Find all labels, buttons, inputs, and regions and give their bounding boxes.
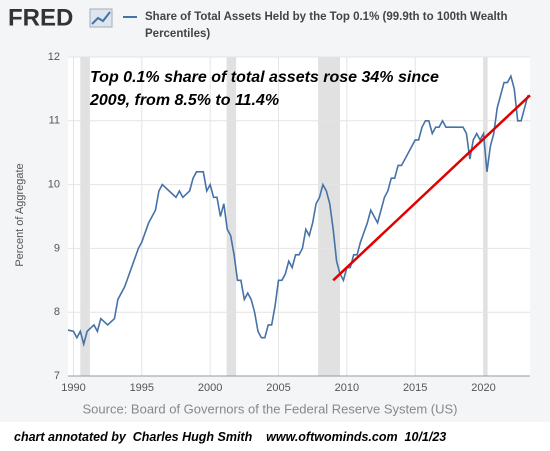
y-tick-label: 12 (48, 51, 60, 63)
footer: chart annotated by Charles Hugh Smith ww… (14, 430, 447, 444)
line-series (67, 73, 529, 348)
logo-icon (89, 8, 113, 28)
x-tick-label: 2000 (198, 382, 222, 394)
logo: FRED (8, 4, 73, 31)
y-tick-label: 7 (54, 370, 60, 382)
recession-band (80, 57, 90, 376)
recession-band (318, 57, 341, 376)
y-tick-label: 8 (54, 306, 60, 318)
x-tick-label: 1995 (130, 382, 154, 394)
annotation: 2009, from 8.5% to 11.4% (89, 92, 279, 109)
y-tick-label: 9 (54, 242, 60, 254)
annotation: Top 0.1% share of total assets rose 34% … (90, 69, 439, 86)
recession-band (483, 57, 488, 376)
x-tick-label: 2015 (403, 382, 427, 394)
x-tick-label: 2020 (471, 382, 495, 394)
chart: FRED Percent of Aggregate Source: Board … (0, 0, 550, 422)
x-tick-label: 1990 (61, 382, 85, 394)
x-tick-label: 2005 (266, 382, 290, 394)
source: Source: Board of Governors of the Federa… (83, 401, 458, 416)
plot-area (68, 57, 530, 376)
recession-band (226, 57, 237, 376)
legend-title: Share of Total Assets Held by the Top 0.… (145, 11, 508, 40)
trend-line (332, 94, 531, 282)
y-tick-label: 11 (49, 115, 60, 127)
y-tick-label: 10 (48, 179, 60, 191)
x-tick-label: 2010 (335, 382, 359, 394)
y-axis-label: Percent of Aggregate (14, 163, 26, 266)
logo-icon-line (91, 11, 111, 25)
